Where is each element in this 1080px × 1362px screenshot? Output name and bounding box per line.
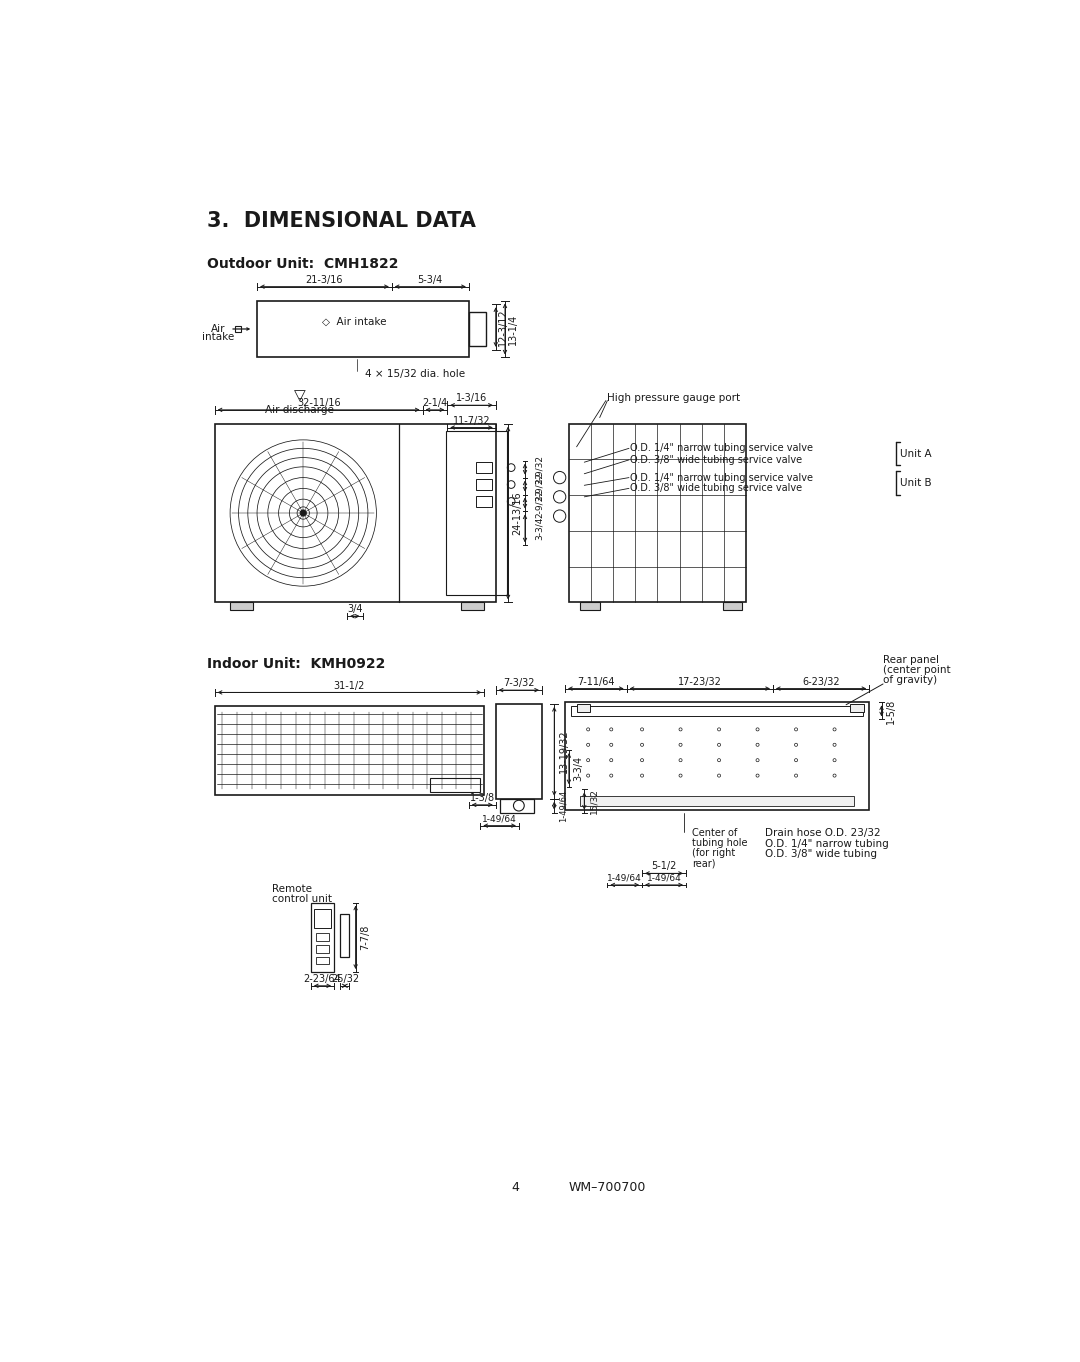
Text: ◇  Air intake: ◇ Air intake: [323, 317, 387, 327]
Text: WM–700700: WM–700700: [569, 1181, 646, 1194]
Text: 1-3/8: 1-3/8: [470, 793, 495, 804]
Bar: [496, 704, 542, 798]
Text: (for right: (for right: [692, 849, 735, 858]
Bar: [469, 312, 486, 346]
Bar: [215, 707, 484, 795]
Text: 2-9/32: 2-9/32: [535, 455, 543, 484]
Text: 2-1/4: 2-1/4: [422, 398, 447, 407]
Text: 5-1/2: 5-1/2: [651, 861, 677, 872]
Bar: [315, 945, 329, 952]
Text: 1-49/64: 1-49/64: [559, 790, 568, 821]
Bar: [500, 798, 535, 813]
Bar: [577, 704, 591, 712]
Text: Drain hose O.D. 23/32: Drain hose O.D. 23/32: [766, 828, 881, 839]
Text: Remote: Remote: [272, 884, 312, 893]
Text: ▽: ▽: [294, 388, 306, 403]
Text: Rear panel: Rear panel: [883, 655, 939, 665]
Text: 4: 4: [511, 1181, 518, 1194]
Bar: [446, 432, 508, 595]
Bar: [850, 704, 864, 712]
Text: 5-3/4: 5-3/4: [418, 275, 443, 285]
Bar: [461, 602, 484, 610]
Text: 2-9/32: 2-9/32: [535, 489, 543, 518]
Text: tubing hole: tubing hole: [692, 839, 747, 849]
Text: O.D. 3/8" wide tubing service valve: O.D. 3/8" wide tubing service valve: [631, 484, 802, 493]
Bar: [580, 797, 854, 805]
Bar: [257, 301, 469, 357]
Bar: [340, 914, 350, 956]
Text: 3/4: 3/4: [347, 605, 363, 614]
Text: control unit: control unit: [272, 893, 333, 904]
Text: 11-7/32: 11-7/32: [453, 415, 490, 425]
Text: Air: Air: [212, 324, 226, 334]
Text: 24-13/16: 24-13/16: [512, 492, 523, 535]
Text: 13-19/32: 13-19/32: [558, 730, 568, 774]
Text: 2-23/64: 2-23/64: [303, 974, 341, 983]
Text: 1-3/16: 1-3/16: [456, 394, 487, 403]
Bar: [569, 424, 746, 602]
Text: O.D. 3/8" wide tubing service valve: O.D. 3/8" wide tubing service valve: [631, 455, 802, 464]
Text: Center of: Center of: [692, 828, 738, 839]
Bar: [315, 956, 329, 964]
Text: O.D. 1/4" narrow tubing service valve: O.D. 1/4" narrow tubing service valve: [631, 473, 813, 482]
Text: (center point: (center point: [883, 665, 950, 676]
Text: 6-23/32: 6-23/32: [802, 677, 840, 686]
Text: 1-49/64: 1-49/64: [607, 873, 643, 883]
Text: Unit A: Unit A: [900, 448, 931, 459]
Text: intake: intake: [202, 332, 234, 342]
Bar: [476, 462, 491, 473]
Bar: [315, 933, 329, 941]
Text: 32-11/16: 32-11/16: [297, 398, 340, 407]
Text: O.D. 1/4" narrow tubing service valve: O.D. 1/4" narrow tubing service valve: [631, 444, 813, 454]
Text: rear): rear): [692, 858, 716, 869]
Text: O.D. 3/8" wide tubing: O.D. 3/8" wide tubing: [766, 849, 877, 859]
Text: 2-9/32: 2-9/32: [535, 471, 543, 501]
Bar: [476, 496, 491, 507]
Text: 15/32: 15/32: [589, 789, 598, 814]
Text: Outdoor Unit:  CMH1822: Outdoor Unit: CMH1822: [207, 256, 399, 271]
Bar: [571, 707, 863, 715]
Text: 12-3/12: 12-3/12: [499, 308, 509, 346]
Text: 1-49/64: 1-49/64: [647, 873, 681, 883]
Text: of gravity): of gravity): [883, 676, 937, 685]
Text: Indoor Unit:  KMH0922: Indoor Unit: KMH0922: [207, 656, 386, 671]
Text: 7-3/32: 7-3/32: [503, 678, 535, 688]
Text: 21-3/16: 21-3/16: [306, 275, 343, 285]
Text: 7-11/64: 7-11/64: [577, 677, 615, 686]
Circle shape: [300, 509, 307, 516]
Bar: [430, 778, 481, 791]
Bar: [311, 903, 334, 972]
Text: 4 × 15/32 dia. hole: 4 × 15/32 dia. hole: [365, 369, 465, 380]
Text: 1-49/64: 1-49/64: [483, 814, 517, 823]
Text: 13-1/4: 13-1/4: [508, 313, 517, 345]
Bar: [565, 703, 869, 810]
Text: 31-1/2: 31-1/2: [334, 681, 365, 691]
Bar: [230, 602, 253, 610]
Text: Air discharge: Air discharge: [265, 405, 334, 415]
Text: O.D. 1/4" narrow tubing: O.D. 1/4" narrow tubing: [766, 839, 889, 849]
Text: 3.  DIMENSIONAL DATA: 3. DIMENSIONAL DATA: [207, 211, 476, 232]
Bar: [723, 602, 742, 610]
Text: 25/32: 25/32: [330, 974, 359, 983]
Text: 3-3/4: 3-3/4: [535, 516, 543, 541]
Text: Unit B: Unit B: [900, 478, 931, 488]
Text: 1-5/8: 1-5/8: [886, 699, 895, 723]
Bar: [215, 424, 496, 602]
Text: 7-7/8: 7-7/8: [360, 925, 369, 949]
Text: 17-23/32: 17-23/32: [678, 677, 721, 686]
Text: 3-3/4: 3-3/4: [573, 756, 583, 782]
Text: High pressure gauge port: High pressure gauge port: [607, 394, 741, 403]
Bar: [476, 479, 491, 490]
Bar: [314, 908, 330, 928]
Bar: [580, 602, 599, 610]
